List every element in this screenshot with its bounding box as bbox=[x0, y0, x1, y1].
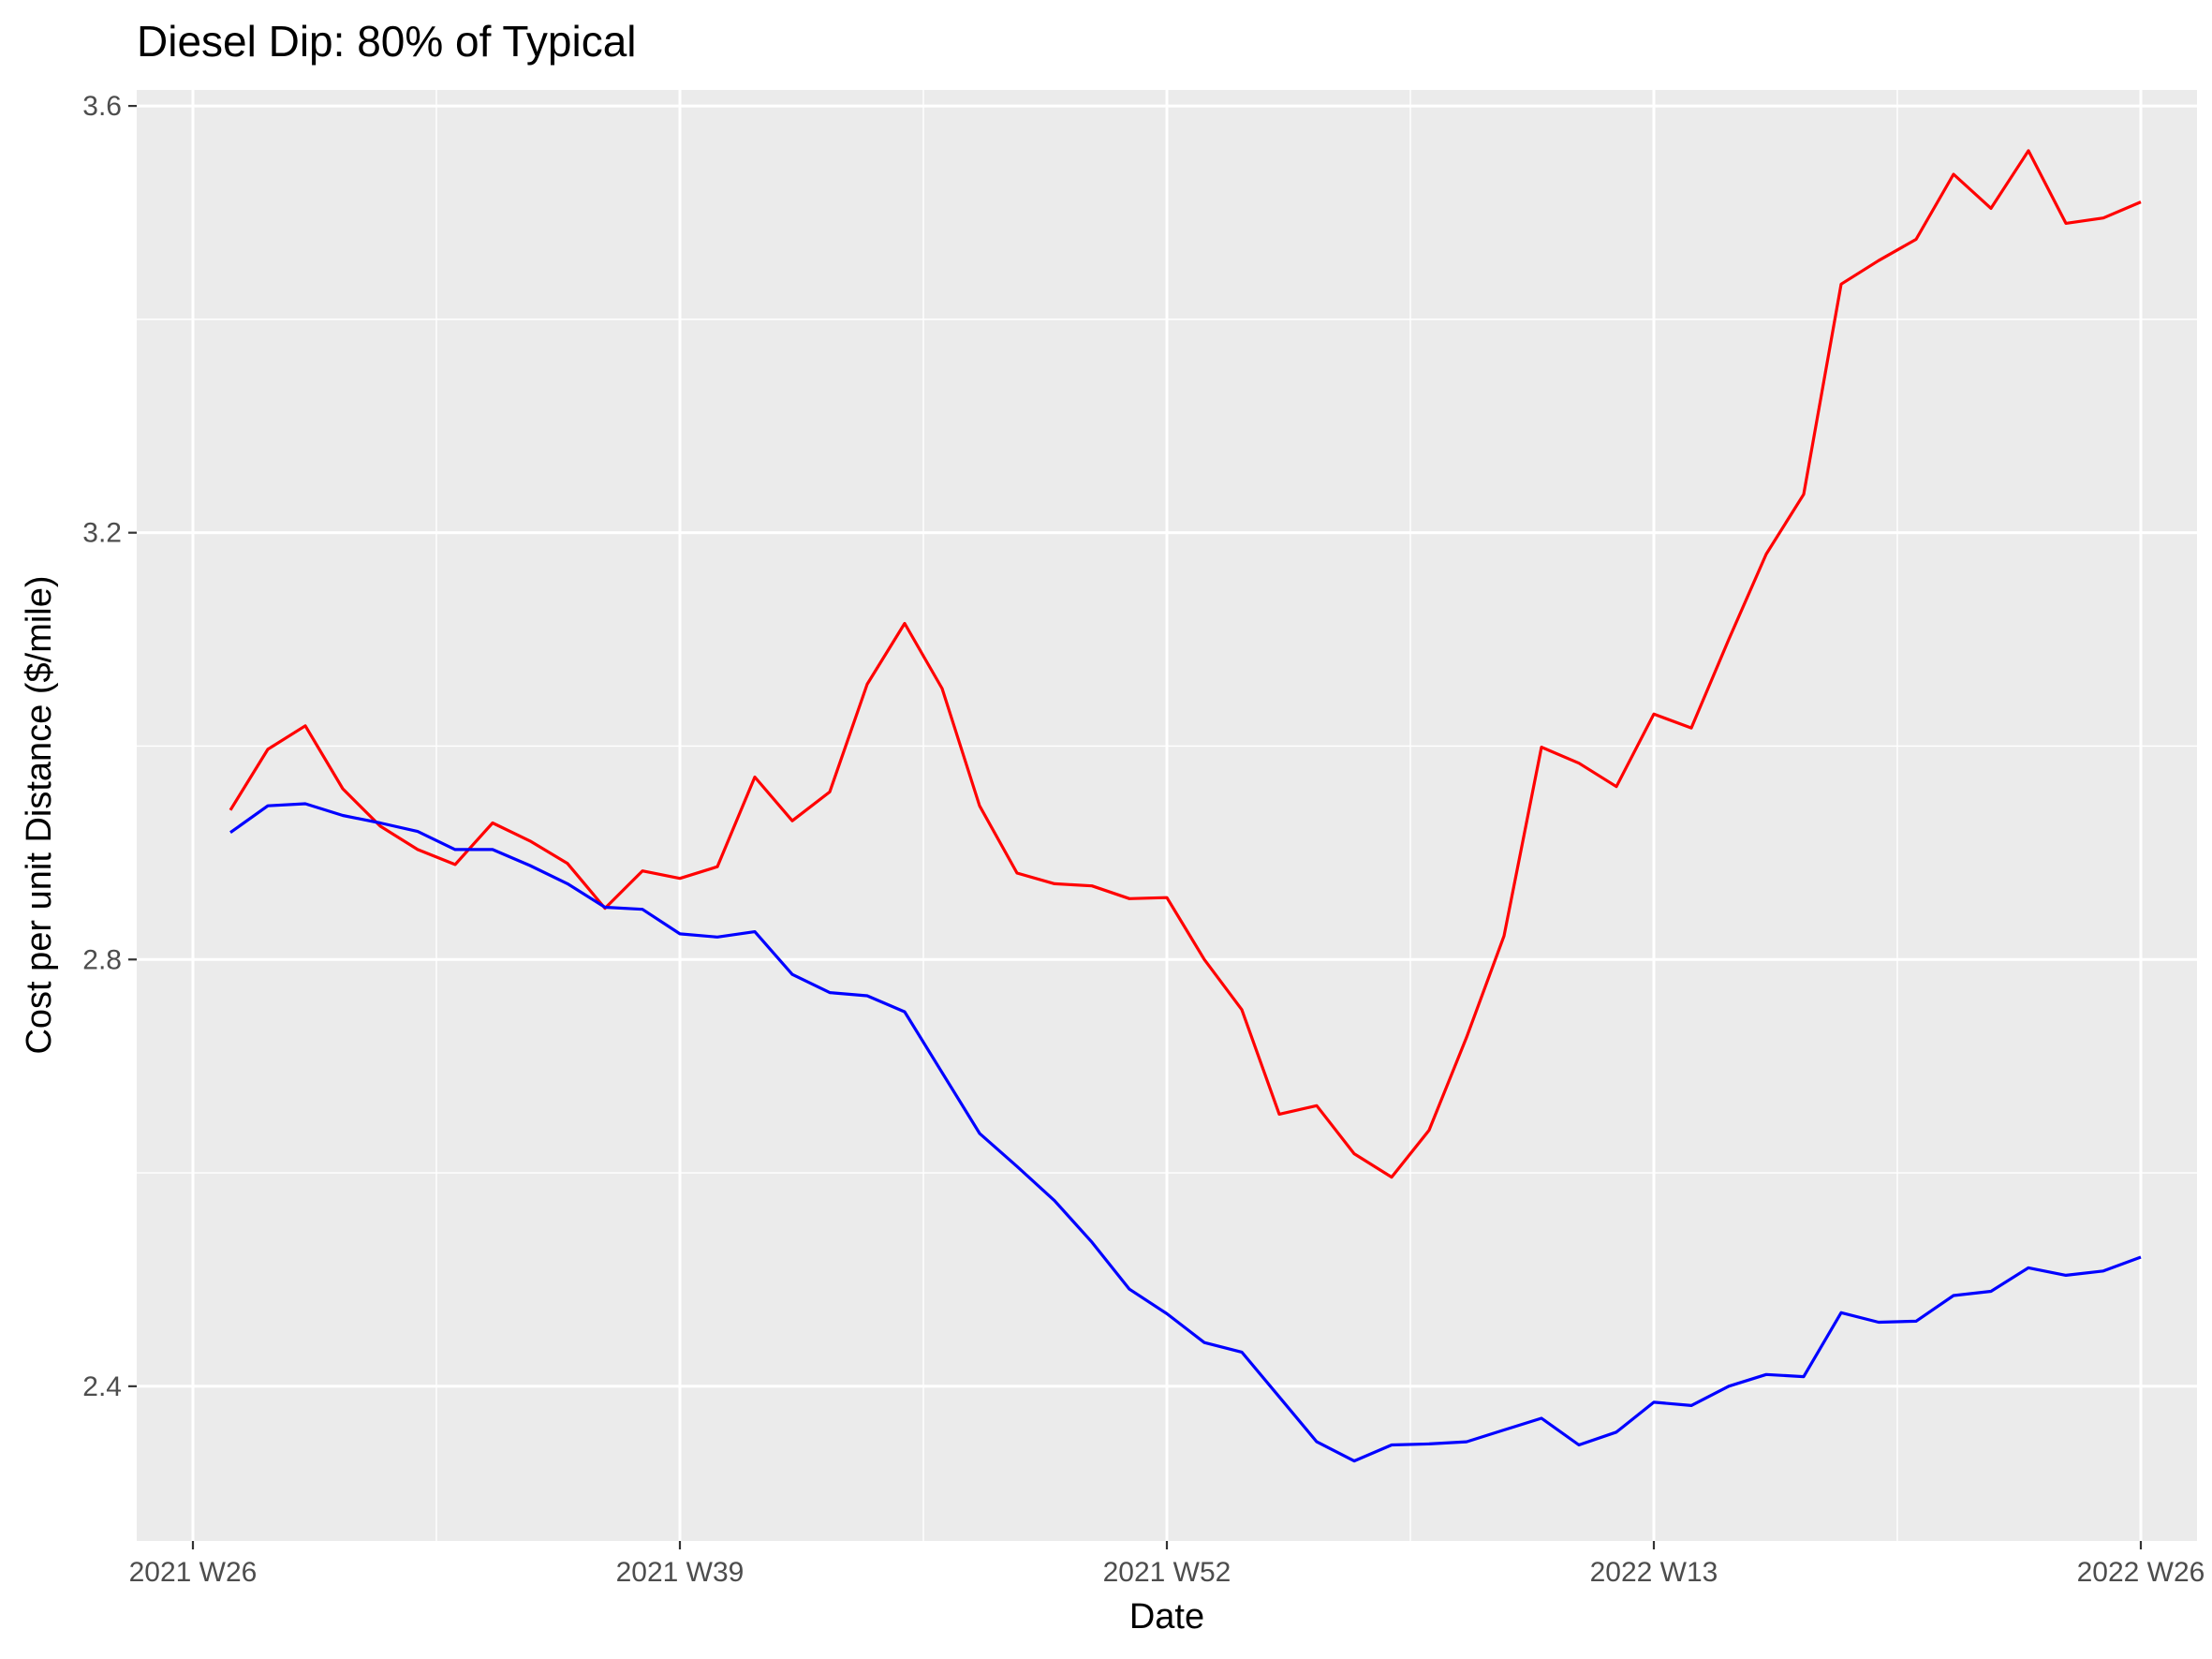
chart-title: Diesel Dip: 80% of Typical bbox=[137, 17, 637, 66]
y-tick-label: 3.2 bbox=[82, 518, 122, 549]
x-tick-label: 2021 W52 bbox=[1103, 1557, 1231, 1588]
y-tick-label: 2.8 bbox=[82, 944, 122, 975]
axis-ticks bbox=[128, 104, 2143, 1549]
series-line-2 bbox=[229, 802, 2142, 1463]
y-axis-title: Cost per unit Distance ($/mile) bbox=[20, 575, 59, 1054]
x-axis-title: Date bbox=[1129, 1597, 1204, 1637]
series-lines bbox=[229, 149, 2142, 1463]
x-tick-label: 2022 W26 bbox=[2077, 1557, 2205, 1588]
series-line-1 bbox=[229, 149, 2142, 1179]
x-axis-tick-labels: 2021 W26 2021 W39 2021 W52 2022 W13 2022 W26 bbox=[129, 1557, 2205, 1588]
y-axis-tick-labels: 2.4 2.8 3.2 3.6 bbox=[82, 91, 122, 1402]
major-gridlines bbox=[137, 90, 2197, 1541]
x-tick-label: 2022 W13 bbox=[1590, 1557, 1718, 1588]
y-tick-label: 3.6 bbox=[82, 91, 122, 122]
x-tick-label: 2021 W26 bbox=[129, 1557, 258, 1588]
y-tick-label: 2.4 bbox=[82, 1371, 122, 1402]
x-tick-label: 2021 W39 bbox=[616, 1557, 745, 1588]
